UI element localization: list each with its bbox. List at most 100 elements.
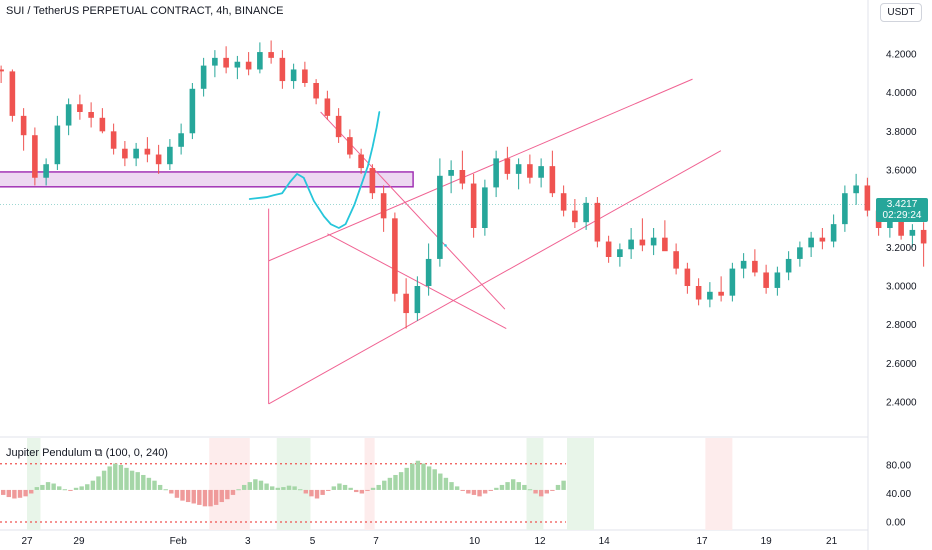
pendulum-bar (247, 482, 252, 490)
pendulum-bar (494, 487, 499, 490)
trendline (268, 78, 693, 262)
drawings-overlay[interactable] (248, 111, 447, 247)
candle-body (527, 164, 533, 178)
indicator-highlight-band (567, 438, 594, 530)
candle-body (144, 148, 151, 155)
pendulum-bar (499, 484, 505, 490)
candle-body (403, 293, 409, 314)
candle-body (347, 137, 353, 155)
candle-body (234, 61, 241, 68)
indicator-highlight-band (27, 438, 41, 530)
candle-body (448, 170, 454, 176)
pendulum-bar (533, 489, 538, 494)
pendulum-bar (292, 486, 297, 490)
pendulum-bar (57, 486, 62, 490)
candle-body (20, 115, 27, 136)
pendulum-bar (141, 474, 146, 490)
candle-body (617, 249, 623, 257)
pendulum-bar (269, 486, 275, 490)
pendulum-bar (157, 484, 163, 490)
y-tick-label: 2.4000 (886, 398, 917, 409)
candle-body (414, 286, 421, 314)
candle-body (752, 260, 758, 273)
pendulum-bar (6, 489, 12, 498)
pendulum-bar (113, 463, 118, 490)
pendulum-bar (454, 486, 460, 490)
indicator-legend[interactable]: Jupiter Pendulum ⧉ (100, 0, 240) (6, 447, 168, 460)
candle-body (268, 52, 274, 58)
candle-body (853, 185, 859, 194)
y-tick-label: 2.8000 (886, 320, 917, 331)
candle-body (302, 69, 308, 83)
indicator-name: Jupiter Pendulum (6, 447, 92, 459)
pendulum-bar (197, 489, 202, 505)
pendulum-bar (426, 466, 432, 490)
x-tick-label: 21 (826, 536, 838, 547)
pendulum-bar (298, 489, 303, 491)
candle-body (99, 117, 106, 132)
candle-body (605, 241, 612, 257)
candle-body (32, 135, 38, 178)
trendline (268, 150, 722, 405)
pendulum-bar (538, 489, 544, 497)
currency-button[interactable]: USDT (880, 3, 922, 22)
pendulum-bar (466, 489, 471, 494)
pendulum-bar (482, 489, 488, 494)
candle-body (122, 148, 128, 159)
pendulum-bar (432, 469, 437, 490)
drawings[interactable] (0, 78, 722, 405)
candle-body (538, 166, 544, 178)
candle-body (695, 286, 702, 300)
candle-body (819, 237, 826, 242)
x-tick-label: 17 (696, 536, 708, 547)
candle-body (909, 229, 916, 236)
last-price-label: 3.4217 02:29:24 (876, 198, 928, 222)
candle-body (470, 183, 477, 228)
pendulum-bar (219, 489, 224, 503)
x-tick-label: 27 (21, 536, 33, 547)
pendulum-bar (488, 489, 493, 491)
pendulum-bar (124, 467, 129, 490)
x-tick-label: 12 (534, 536, 546, 547)
pendulum-bar (505, 482, 510, 490)
axes: 4.20004.00003.80003.60003.40003.20003.00… (21, 50, 917, 548)
pendulum-bar (208, 489, 213, 507)
pendulum-bar (421, 463, 426, 490)
candle-body (515, 164, 522, 174)
candle-body (245, 61, 252, 70)
pendulum-bar (101, 470, 107, 490)
x-tick-label: 19 (761, 536, 773, 547)
candle-body (504, 158, 511, 174)
candle-body (257, 52, 263, 70)
pendulum-bar (241, 484, 247, 490)
pendulum-bar (40, 484, 45, 490)
x-tick-label: 14 (599, 536, 611, 547)
candle-body (313, 83, 319, 99)
indicator-highlight-band (364, 438, 375, 530)
pendulum-bar (163, 489, 168, 491)
pendulum-bar (348, 487, 353, 490)
candle-body (482, 187, 488, 228)
candle-body (808, 237, 814, 248)
candle-body (54, 125, 61, 165)
y-tick-label: 3.8000 (886, 127, 917, 138)
indicator-params: (100, 0, 240) (105, 447, 168, 459)
bar-countdown: 02:29:24 (882, 210, 922, 221)
candle-body (9, 71, 16, 116)
pendulum-bar (477, 489, 482, 497)
x-tick-label: 29 (73, 536, 85, 547)
candle-body (628, 239, 634, 250)
pendulum-bar (202, 489, 208, 507)
pendulum-bar (527, 489, 533, 491)
pendulum-bar (354, 489, 359, 493)
pendulum-bar (550, 489, 555, 491)
x-tick-label: 7 (373, 536, 379, 547)
pendulum-bar (443, 477, 449, 490)
grid-lines (0, 0, 869, 550)
candle-body (155, 154, 162, 165)
pendulum-bar (415, 460, 421, 490)
pendulum-bar (73, 487, 79, 490)
indicator-settings-icon[interactable]: ⧉ (94, 447, 103, 459)
pendulum-bar (253, 479, 258, 490)
